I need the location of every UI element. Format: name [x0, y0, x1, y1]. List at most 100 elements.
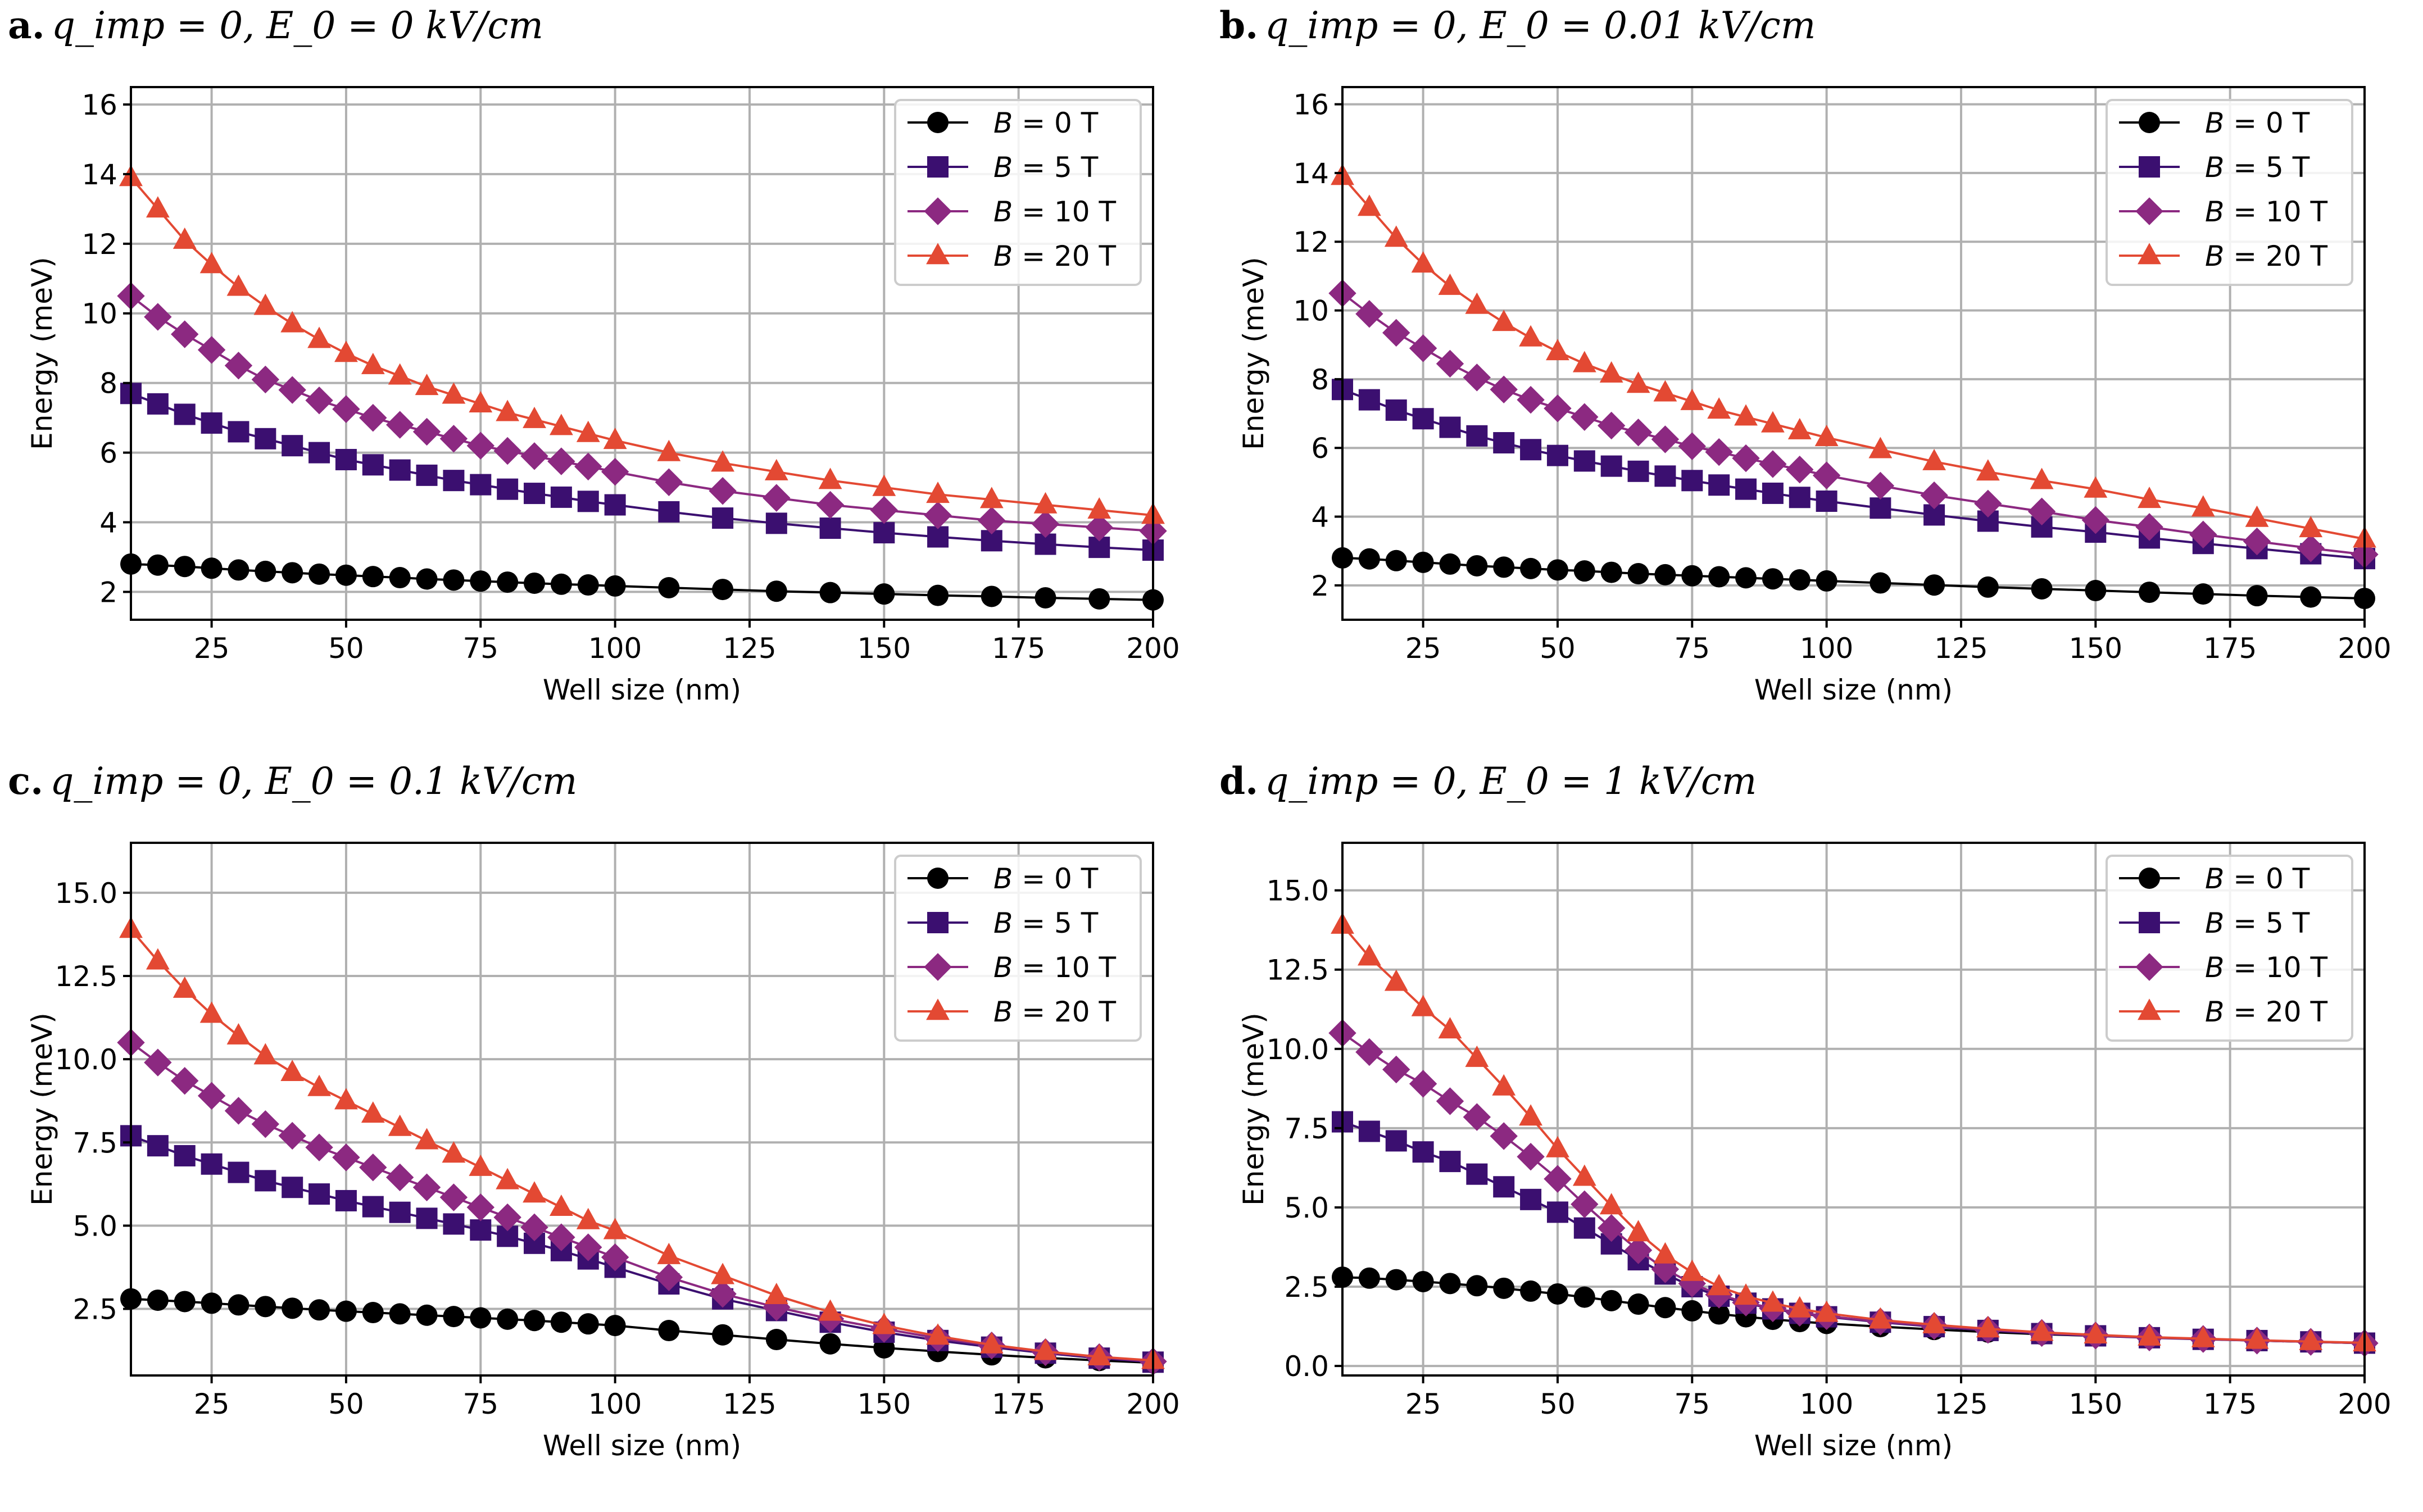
- data-point: [981, 585, 1002, 607]
- data-point: [253, 1043, 278, 1065]
- data-point: [307, 1074, 331, 1096]
- x-tick-label: 200: [2338, 632, 2391, 665]
- data-point: [577, 574, 599, 596]
- data-point: [1922, 1311, 1946, 1333]
- data-point: [1976, 459, 2000, 481]
- y-tick-label: 16: [81, 89, 117, 121]
- data-point: [549, 414, 573, 435]
- legend-label-rest: = 5 T: [1013, 151, 1098, 184]
- data-point: [524, 572, 546, 594]
- data-point: [280, 311, 305, 333]
- data-point: [818, 1299, 842, 1321]
- data-point: [1762, 568, 1784, 590]
- data-point: [2192, 583, 2214, 605]
- legend-label: B = 5 T: [2205, 151, 2310, 184]
- data-point: [224, 351, 253, 380]
- data-point: [658, 501, 680, 523]
- legend-box: [2106, 855, 2353, 1042]
- data-point: [1681, 1300, 1703, 1322]
- data-point: [1517, 385, 1545, 414]
- data-point: [2135, 513, 2163, 541]
- data-point: [1439, 1273, 1461, 1295]
- data-point: [146, 948, 170, 970]
- data-point: [872, 474, 896, 496]
- data-point: [1814, 1300, 1839, 1322]
- data-point: [1357, 944, 1381, 966]
- y-tick-label: 12: [81, 228, 117, 261]
- data-point: [1974, 489, 2002, 517]
- y-tick-label: 15.0: [55, 877, 117, 910]
- chart-plot: 25 50 75 100 125 150 175 200 0.0 2.5 5.0 7.5 10.0 12.…: [1237, 842, 2392, 1462]
- legend-marker: [2139, 156, 2160, 178]
- data-point: [1519, 1104, 1542, 1126]
- x-tick-label: 100: [1800, 632, 1853, 665]
- data-point: [173, 227, 197, 249]
- plot-frame: [1341, 86, 2366, 621]
- data-point: [496, 399, 520, 421]
- data-point: [1466, 425, 1488, 447]
- data-point: [144, 1048, 172, 1077]
- data-point: [1358, 548, 1380, 570]
- data-point: [1573, 450, 1595, 472]
- data-point: [361, 352, 385, 374]
- data-point: [255, 428, 276, 449]
- data-point: [1546, 559, 1568, 581]
- data-point: [1624, 1236, 1653, 1264]
- y-tick-label: 14: [81, 158, 117, 191]
- series-b-0-t: [120, 1288, 1164, 1374]
- data-point: [1385, 1130, 1407, 1152]
- legend: B = 0 TB = 5 TB = 10 TB = 20 T: [2106, 99, 2353, 286]
- data-point: [1571, 1190, 1599, 1218]
- data-point: [712, 579, 734, 601]
- legend-label: B = 0 T: [993, 107, 1099, 139]
- legend-label-var: B: [993, 107, 1013, 139]
- data-point: [174, 556, 196, 578]
- data-point: [1734, 404, 1758, 426]
- data-point: [308, 1299, 330, 1321]
- data-point: [443, 470, 465, 492]
- legend-label-var: B: [993, 196, 1013, 228]
- panel-letter: c.: [8, 759, 44, 803]
- data-point: [1382, 319, 1410, 347]
- data-point: [334, 1088, 358, 1110]
- legend-label: B = 10 T: [2205, 196, 2328, 228]
- data-point: [1573, 560, 1595, 582]
- legend-label-var: B: [2205, 951, 2224, 984]
- data-point: [201, 1292, 223, 1314]
- panel-c: c. q_imp = 0, E_0 = 0.1 kV/cm 25 50 75 100 12…: [0, 756, 1212, 1511]
- y-tick-label: 10: [81, 298, 117, 330]
- data-point: [574, 452, 602, 481]
- data-point: [2246, 585, 2268, 607]
- y-tick-label: 10.0: [55, 1043, 117, 1076]
- data-point: [1789, 569, 1811, 591]
- data-point: [1490, 375, 1518, 403]
- legend-label-rest: = 10 T: [2224, 196, 2327, 228]
- data-point: [1520, 1188, 1542, 1210]
- legend-marker: [927, 156, 949, 178]
- data-point: [2031, 578, 2053, 600]
- x-tick-label: 150: [2069, 1388, 2122, 1420]
- data-point: [1599, 361, 1623, 383]
- panel-title-text: q_imp = 0, E_0 = 0.01 kV/cm: [1265, 4, 1816, 47]
- y-tick-label: 7.5: [72, 1127, 117, 1159]
- x-tick-label: 50: [1540, 632, 1576, 665]
- data-point: [550, 573, 572, 595]
- data-point: [332, 1143, 360, 1172]
- series-b-5-t: [120, 383, 1164, 561]
- legend-label: B = 0 T: [2205, 862, 2310, 895]
- data-point: [228, 1161, 249, 1183]
- x-tick-label: 200: [1126, 1388, 1179, 1420]
- data-point: [146, 196, 170, 218]
- data-point: [307, 326, 331, 348]
- data-point: [335, 1189, 357, 1211]
- legend-label: B = 0 T: [2205, 107, 2310, 139]
- data-point: [469, 1154, 493, 1176]
- panel-title-text: q_imp = 0, E_0 = 0 kV/cm: [51, 4, 543, 47]
- data-point: [415, 374, 439, 396]
- legend-label-rest: = 20 T: [2224, 240, 2327, 273]
- data-point: [1653, 380, 1677, 402]
- series-b-0-t: [120, 553, 1164, 611]
- legend-label-var: B: [993, 951, 1013, 984]
- series-b-5-t: [1332, 379, 2375, 570]
- legend-marker: [926, 243, 950, 265]
